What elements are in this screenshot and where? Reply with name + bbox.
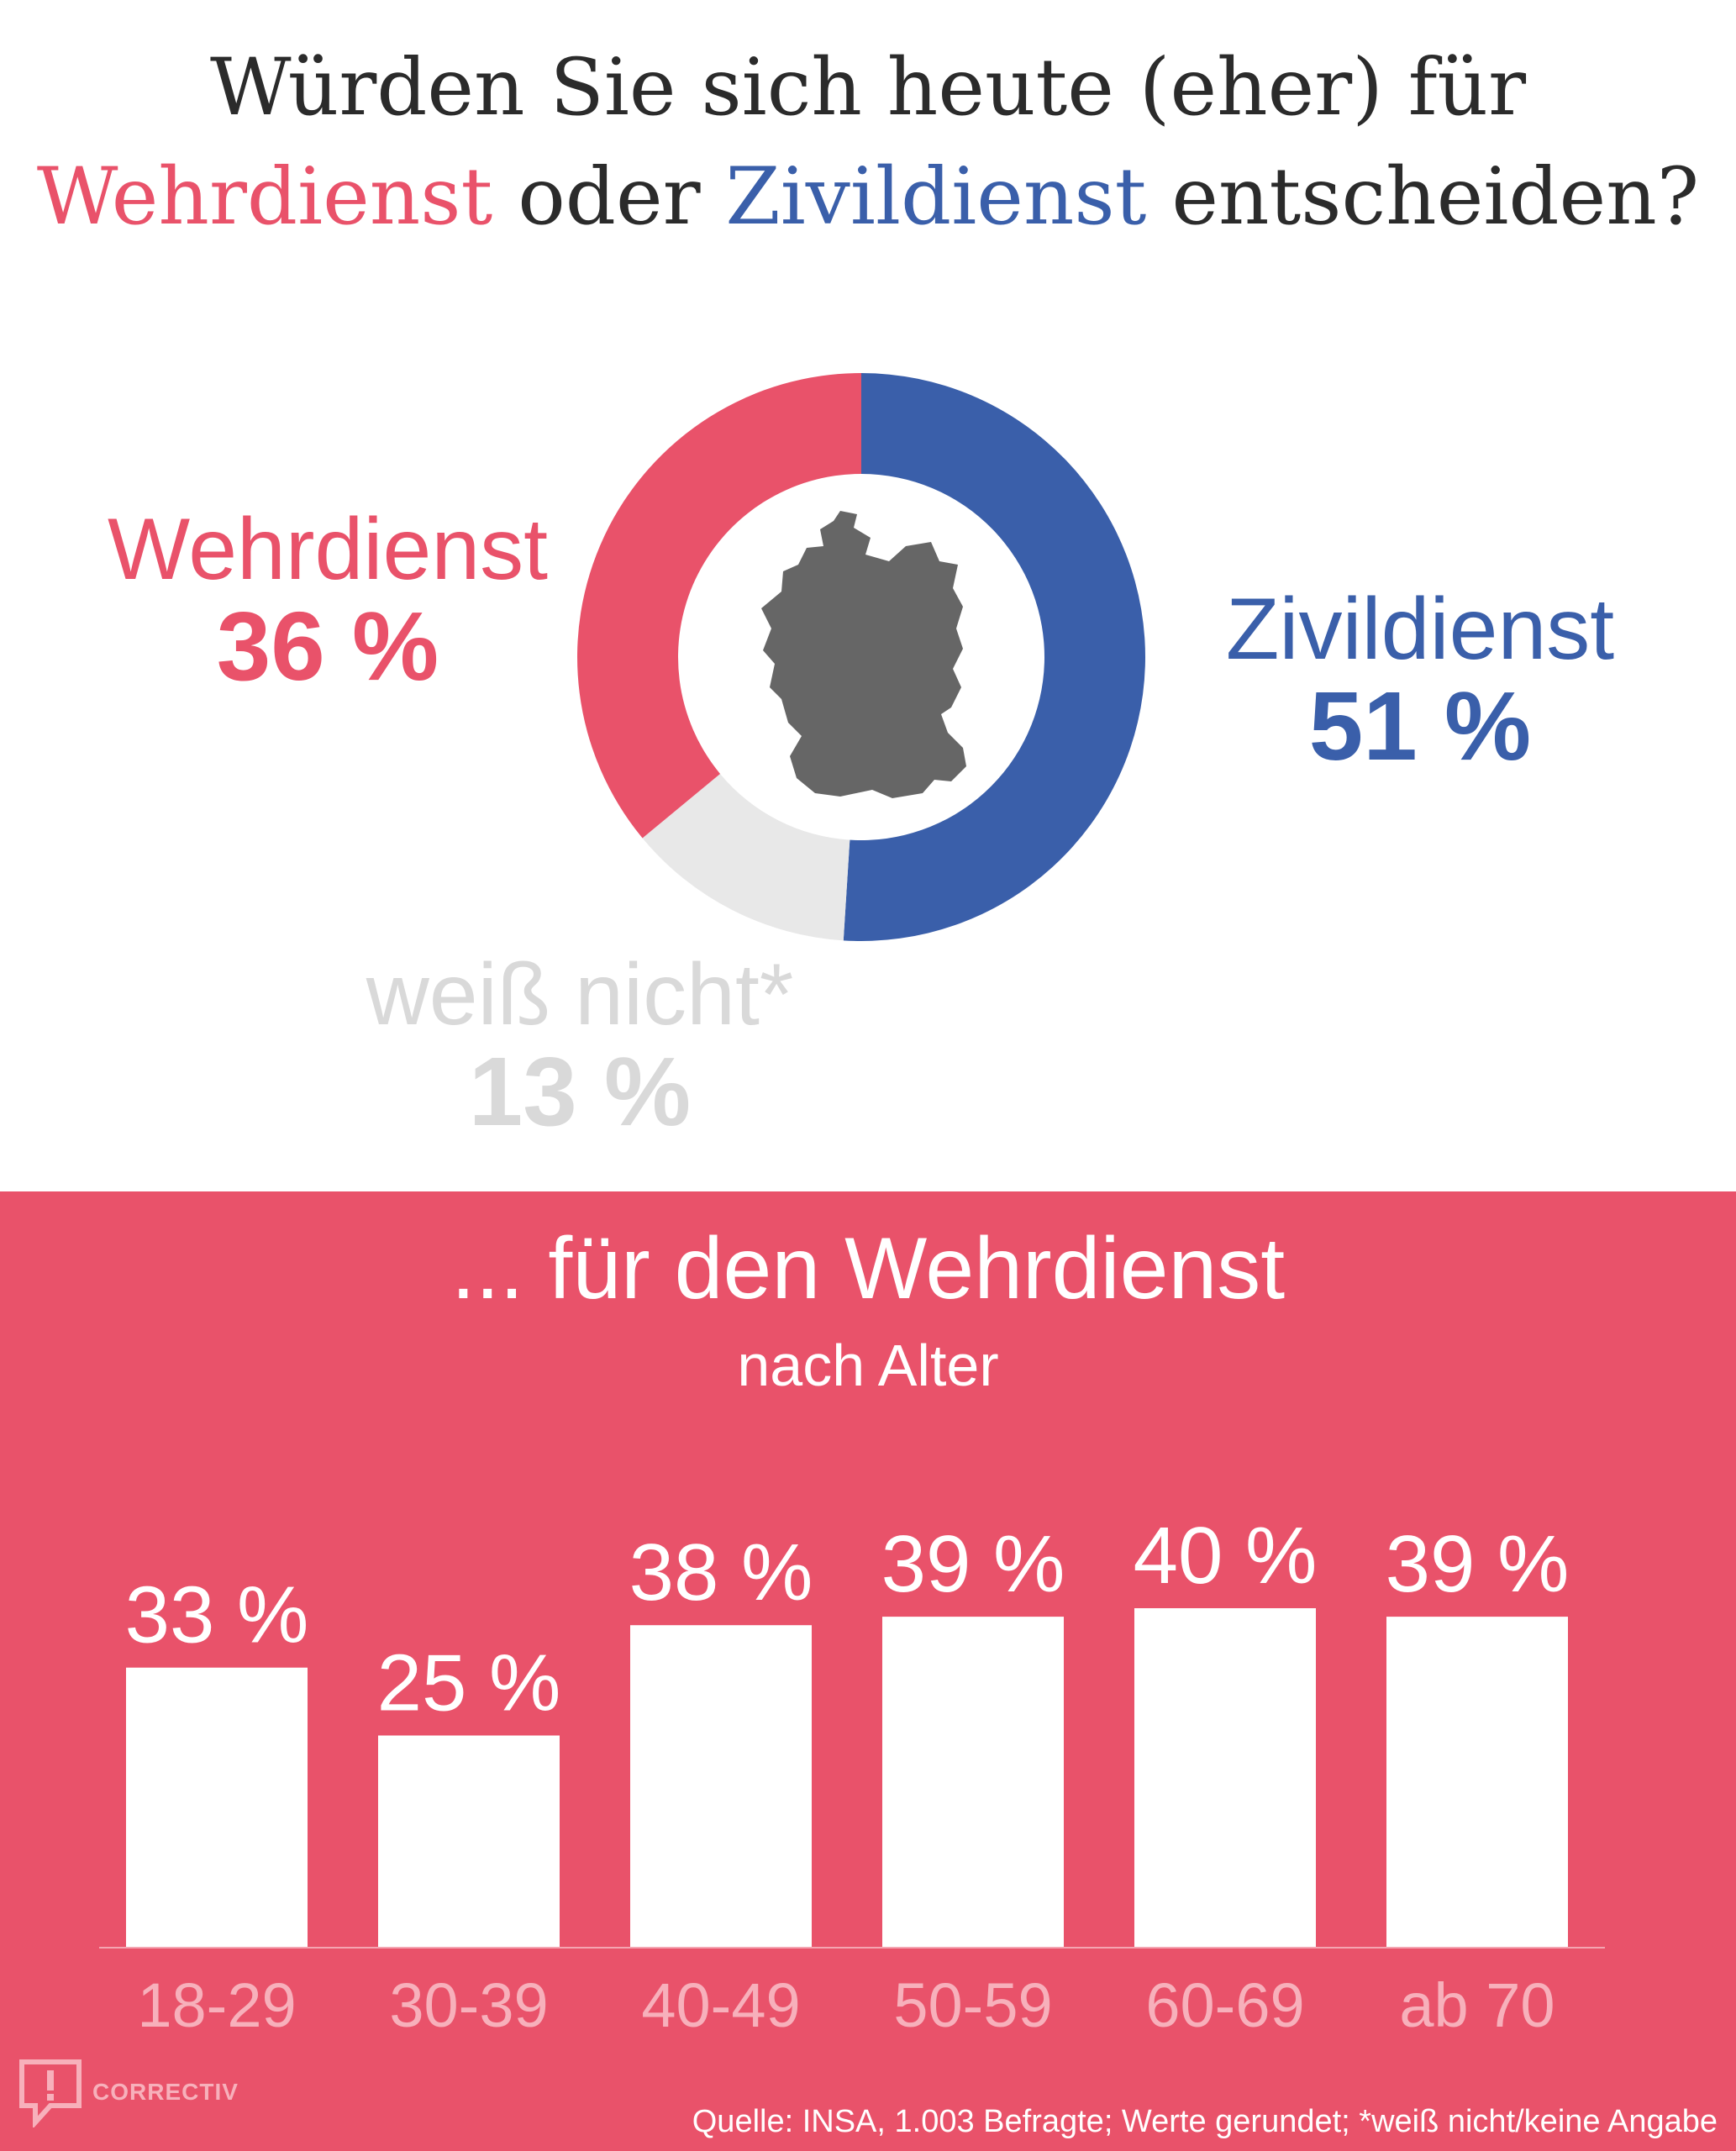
chart-title: Würden Sie sich heute (eher) für Wehrdie… [0,34,1736,252]
bar-chart-title: ... für den Wehrdienst [450,1220,1286,1317]
x-tick-label: ab 70 [1399,1970,1555,2040]
bar-value-label: 40 % [1134,1511,1318,1601]
slice-weiss-nicht [642,773,850,941]
label-wehrdienst-name: Wehrdienst [107,501,549,598]
bar-value-label: 25 % [377,1638,561,1728]
x-tick-label: 18-29 [137,1970,296,2040]
bar-value-label: 39 % [1386,1519,1570,1609]
x-tick-label: 50-59 [893,1970,1052,2040]
bar-ab-70 [1386,1617,1568,1948]
source-note: Quelle: INSA, 1.003 Befragte; Werte geru… [692,2104,1718,2139]
x-tick-label: 30-39 [389,1970,548,2040]
bar-18-29 [126,1667,308,1948]
title-line-1: Würden Sie sich heute (eher) für [209,42,1527,134]
correctiv-logo-text: CORRECTIV [92,2079,239,2105]
title-end: entscheiden? [1146,151,1700,243]
bar-chart-subtitle: nach Alter [737,1333,999,1398]
label-weiss-nicht-value: 13 % [468,1037,692,1147]
bar-chart: 33 % 18-29 25 % 30-39 38 % 40-49 39 % 50-59 40 %… [99,1511,1605,2040]
label-wehrdienst-value: 36 % [216,592,439,702]
label-wehrdienst: Wehrdienst 36 % [76,501,580,702]
bar-40-49 [630,1625,812,1948]
label-weiss-nicht: weiß nicht* 13 % [319,949,840,1144]
label-weiss-nicht-name: weiß nicht* [366,946,794,1044]
slice-zivildienst [843,373,1146,941]
x-tick-label: 60-69 [1145,1970,1304,2040]
slice-wehrdienst [577,373,861,839]
bar-30-39 [378,1735,560,1948]
label-zivildienst-name: Zivildienst [1225,581,1615,678]
germany-map-icon [761,511,966,798]
donut-chart [577,373,1146,941]
bar-60-69 [1134,1608,1316,1948]
label-zivildienst: Zivildienst 51 % [1168,581,1672,781]
correctiv-logo-icon [19,2059,82,2127]
bar-value-label: 39 % [881,1519,1065,1609]
bar-50-59 [882,1617,1064,1948]
label-zivildienst-value: 51 % [1308,671,1532,781]
correctiv-logo: CORRECTIV [17,2057,239,2127]
title-zivildienst: Zivildienst [725,151,1147,243]
title-line-2: Wehrdienst oder Zivildienst entscheiden? [0,143,1736,252]
title-oder: oder [492,151,726,243]
bar-value-label: 33 % [125,1570,309,1660]
x-tick-label: 40-49 [641,1970,800,2040]
title-wehrdienst: Wehrdienst [36,151,493,243]
bar-value-label: 38 % [629,1528,813,1617]
